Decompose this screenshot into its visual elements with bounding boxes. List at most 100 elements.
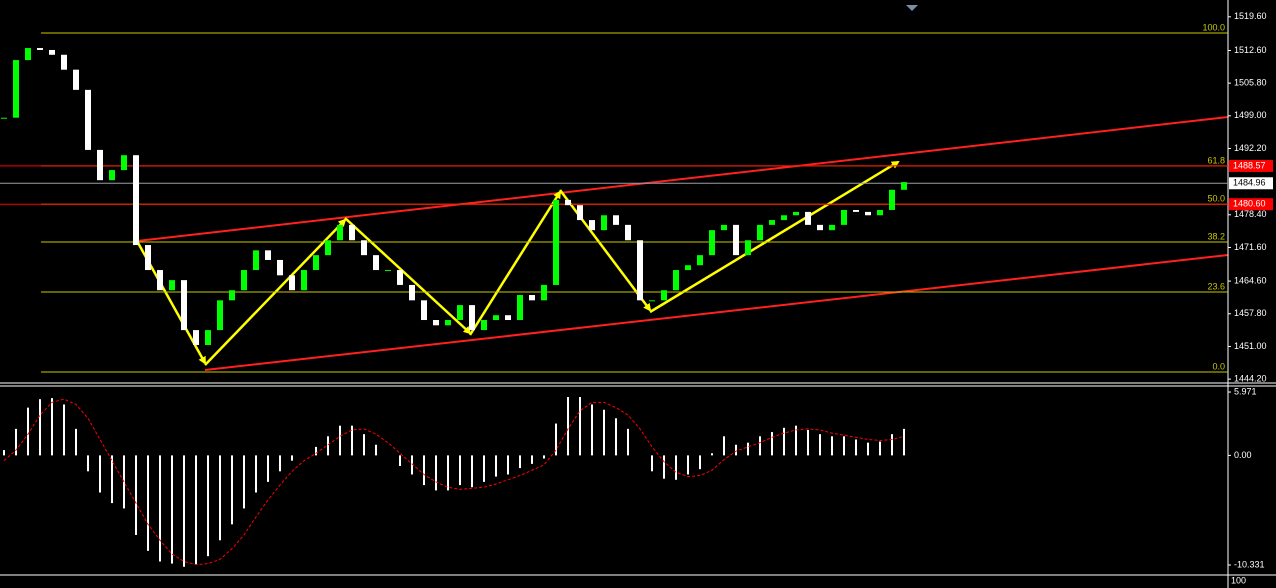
candle bbox=[145, 245, 151, 271]
candle bbox=[685, 265, 691, 271]
candle bbox=[61, 54, 67, 70]
candle bbox=[733, 224, 739, 256]
y-tick-label: 1499.00 bbox=[1234, 110, 1267, 120]
candle bbox=[901, 182, 907, 190]
candle bbox=[97, 149, 103, 181]
candle bbox=[865, 211, 871, 216]
candle bbox=[49, 49, 55, 55]
candle bbox=[493, 315, 499, 321]
candle bbox=[205, 330, 211, 346]
candle bbox=[397, 270, 403, 285]
y-tick-label: 1519.60 bbox=[1234, 11, 1267, 21]
price-label: 1488.57 bbox=[1233, 160, 1266, 170]
candle bbox=[241, 270, 247, 291]
current-price-label: 1484.96 bbox=[1233, 178, 1266, 188]
y-tick-label: 1478.40 bbox=[1234, 209, 1267, 219]
candle bbox=[181, 280, 187, 331]
candle bbox=[661, 290, 667, 301]
candle bbox=[829, 224, 835, 231]
candle bbox=[421, 300, 427, 321]
candle bbox=[889, 189, 895, 210]
y-tick-label: 1451.00 bbox=[1234, 341, 1267, 351]
candle bbox=[289, 275, 295, 291]
candle bbox=[817, 224, 823, 231]
channel-upper bbox=[136, 116, 1229, 242]
candle bbox=[757, 224, 763, 241]
candle bbox=[361, 240, 367, 256]
candle bbox=[433, 320, 439, 326]
candle bbox=[709, 230, 715, 256]
current-price-box bbox=[1229, 177, 1273, 190]
price-label-box bbox=[1229, 198, 1273, 211]
candle bbox=[673, 270, 679, 291]
candle bbox=[265, 250, 271, 260]
candle bbox=[841, 209, 847, 225]
candle bbox=[637, 240, 643, 301]
candle bbox=[625, 224, 631, 241]
candle bbox=[517, 295, 523, 321]
candle bbox=[313, 255, 319, 271]
candle bbox=[409, 284, 415, 301]
candle bbox=[1, 117, 7, 119]
candle bbox=[133, 155, 139, 246]
osc-tick-label: 0.00 bbox=[1234, 450, 1252, 460]
candle bbox=[577, 205, 583, 221]
y-tick-label: 1512.60 bbox=[1234, 45, 1267, 55]
candle bbox=[649, 300, 655, 302]
lower-pane-label: 100 bbox=[1231, 575, 1246, 585]
channel-lower bbox=[204, 254, 1229, 371]
candle bbox=[25, 48, 31, 61]
y-tick-label: 1464.60 bbox=[1234, 275, 1267, 285]
fib-label: 50.0 bbox=[1207, 194, 1225, 204]
candle bbox=[481, 320, 487, 331]
candle bbox=[349, 224, 355, 241]
candle bbox=[109, 170, 115, 181]
candle bbox=[337, 224, 343, 241]
candle bbox=[37, 48, 43, 50]
y-tick-label: 1444.20 bbox=[1234, 373, 1267, 383]
candle bbox=[121, 155, 127, 171]
candle bbox=[13, 60, 19, 118]
fib-label: 100.0 bbox=[1202, 22, 1225, 32]
candle bbox=[529, 295, 535, 301]
candle bbox=[541, 284, 547, 301]
candle bbox=[457, 305, 463, 321]
y-tick-label: 1492.20 bbox=[1234, 143, 1267, 153]
candle bbox=[601, 215, 607, 231]
candle bbox=[469, 305, 475, 331]
price-label: 1480.60 bbox=[1233, 199, 1266, 209]
candle bbox=[769, 220, 775, 225]
candle bbox=[217, 300, 223, 331]
candle bbox=[445, 320, 451, 326]
candle bbox=[505, 315, 511, 321]
candle bbox=[85, 89, 91, 150]
osc-tick-label: -10.331 bbox=[1234, 559, 1265, 569]
candle bbox=[373, 255, 379, 271]
osc-tick-label: 5.971 bbox=[1234, 386, 1257, 396]
shift-marker bbox=[906, 5, 918, 11]
candle bbox=[325, 240, 331, 256]
candle bbox=[613, 215, 619, 225]
fib-label: 61.8 bbox=[1207, 155, 1225, 165]
y-tick-label: 1457.80 bbox=[1234, 308, 1267, 318]
fib-label: 38.2 bbox=[1207, 231, 1225, 241]
candle bbox=[877, 209, 883, 216]
candle bbox=[793, 211, 799, 216]
signal-line bbox=[3, 398, 905, 566]
candle bbox=[853, 209, 859, 212]
candle bbox=[697, 255, 703, 266]
candle bbox=[745, 240, 751, 256]
price-label-box bbox=[1229, 159, 1273, 172]
candle bbox=[157, 270, 163, 291]
candle bbox=[193, 330, 199, 346]
candle bbox=[169, 280, 175, 291]
candle bbox=[301, 270, 307, 291]
fib-label: 23.6 bbox=[1207, 281, 1225, 291]
candle bbox=[565, 199, 571, 206]
candle bbox=[73, 69, 79, 90]
candle bbox=[277, 259, 283, 276]
y-tick-label: 1471.60 bbox=[1234, 242, 1267, 252]
fib-label: 0.0 bbox=[1212, 361, 1225, 371]
candle bbox=[781, 215, 787, 221]
